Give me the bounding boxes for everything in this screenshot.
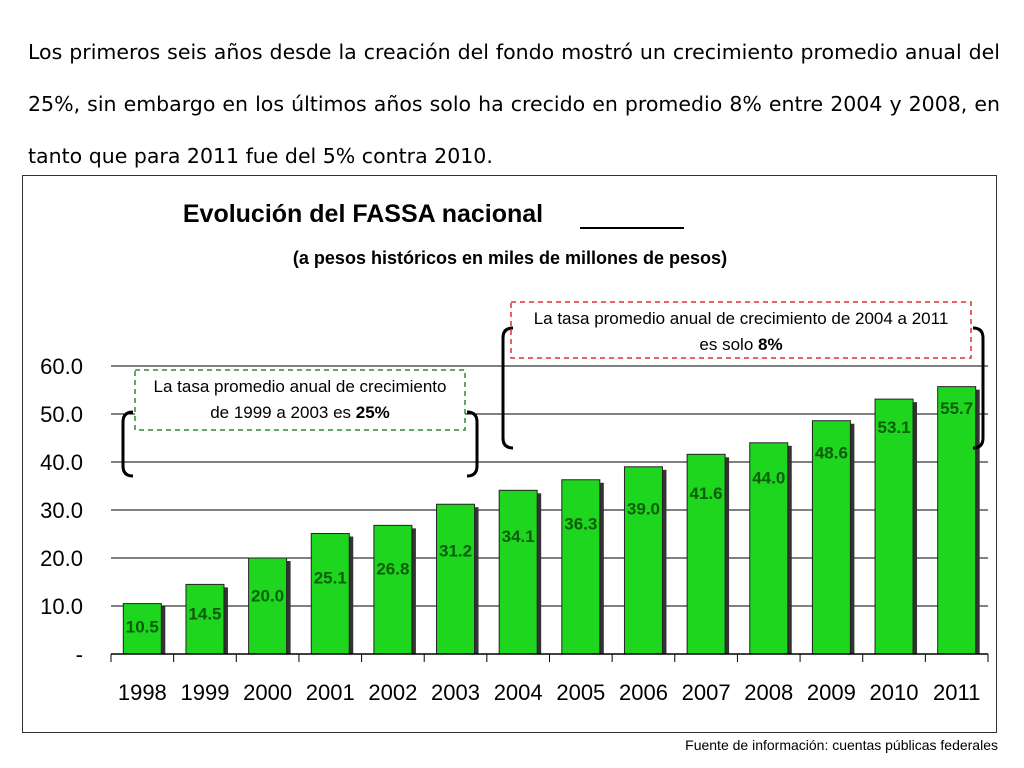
data-label: 10.5 — [126, 617, 159, 636]
x-tick-label: 2010 — [870, 680, 919, 705]
bracket-1999-2003-right — [466, 410, 479, 478]
bar — [874, 398, 914, 655]
axis-layer: - 10.0 20.0 30.0 40.0 50.0 60.0 1998 1999 2000 200… — [40, 354, 989, 705]
x-tick-label: 2002 — [368, 680, 417, 705]
x-tick-label: 2011 — [933, 680, 980, 705]
bar — [122, 603, 162, 655]
chart-subtitle: (a pesos históricos en miles de millones… — [293, 248, 727, 268]
data-label: 14.5 — [188, 605, 221, 624]
data-label: 41.6 — [690, 484, 723, 503]
x-tick-label: 2008 — [744, 680, 793, 705]
x-tick-label: 2004 — [494, 680, 543, 705]
bar — [310, 533, 350, 655]
annotation-layer: La tasa promedio anual de crecimiento de … — [121, 301, 985, 478]
bar — [373, 524, 413, 655]
bar — [498, 489, 538, 655]
callout-line-2: es solo 8% — [699, 335, 782, 354]
x-tick-label: 2001 — [306, 680, 355, 705]
labels-layer: 10.5 14.5 20.0 25.1 26.8 31.2 34.1 36.3 39.0 41.6… — [126, 399, 973, 636]
x-tick-label: 2003 — [431, 680, 480, 705]
x-tick-label: 2005 — [556, 680, 605, 705]
callout-line-2-bold: 8% — [758, 335, 783, 354]
bar — [686, 453, 726, 655]
data-label: 31.2 — [439, 541, 472, 560]
callout-line-1: La tasa promedio anual de crecimiento — [154, 377, 447, 396]
callout-line-1: La tasa promedio anual de crecimiento de… — [534, 309, 949, 328]
bracket-1999-2003-left — [121, 410, 134, 478]
y-tick-label: - — [76, 642, 83, 667]
callout-box — [134, 369, 466, 431]
chart-title-main: Evolución del FASSA — [183, 200, 442, 228]
bracket-2004-2011-right — [972, 326, 985, 450]
chart-title: Evolución del FASSA nacional — [183, 200, 543, 228]
bar — [561, 479, 601, 655]
y-tick-label: 50.0 — [40, 402, 83, 427]
bar — [248, 557, 288, 655]
y-tick-label: 40.0 — [40, 450, 83, 475]
callout-box — [510, 301, 972, 359]
bar — [436, 503, 476, 655]
y-tick-label: 10.0 — [40, 594, 83, 619]
x-tick-label: 2000 — [243, 680, 292, 705]
intro-paragraph: Los primeros seis años desde la creación… — [28, 40, 1000, 168]
x-tick-label: 2007 — [682, 680, 731, 705]
x-tick-label: 2006 — [619, 680, 668, 705]
data-label: 39.0 — [627, 499, 660, 518]
data-label: 55.7 — [940, 399, 973, 418]
x-tick-label: 2009 — [807, 680, 856, 705]
bars-layer — [122, 386, 980, 655]
y-tick-label: 60.0 — [40, 354, 83, 379]
chart-canvas: Evolución del FASSA nacional (a pesos hi… — [40, 200, 989, 705]
data-label: 26.8 — [376, 560, 409, 579]
data-label: 20.0 — [251, 587, 284, 606]
x-tick-label: 1998 — [118, 680, 167, 705]
y-tick-label: 20.0 — [40, 546, 83, 571]
callout-line-2: de 1999 a 2003 es 25% — [210, 403, 390, 422]
bar — [937, 386, 977, 655]
data-label: 44.0 — [752, 469, 785, 488]
data-label: 36.3 — [564, 514, 597, 533]
callout-line-2-text: es solo — [699, 335, 758, 354]
chart-title-underlined: nacional — [442, 200, 543, 228]
x-tick-label: 1999 — [180, 680, 229, 705]
chart-frame: Evolución del FASSA nacional (a pesos hi… — [22, 175, 997, 733]
data-label: 25.1 — [314, 568, 347, 587]
data-label: 53.1 — [877, 418, 910, 437]
callout-line-2-text: de 1999 a 2003 es — [210, 403, 356, 422]
callout-line-2-bold: 25% — [356, 403, 390, 422]
bar — [623, 466, 663, 655]
y-tick-label: 30.0 — [40, 498, 83, 523]
source-note: Fuente de información: cuentas públicas … — [685, 737, 998, 753]
bracket-2004-2011-left — [501, 326, 514, 450]
data-label: 34.1 — [502, 527, 535, 546]
data-label: 48.6 — [815, 444, 848, 463]
